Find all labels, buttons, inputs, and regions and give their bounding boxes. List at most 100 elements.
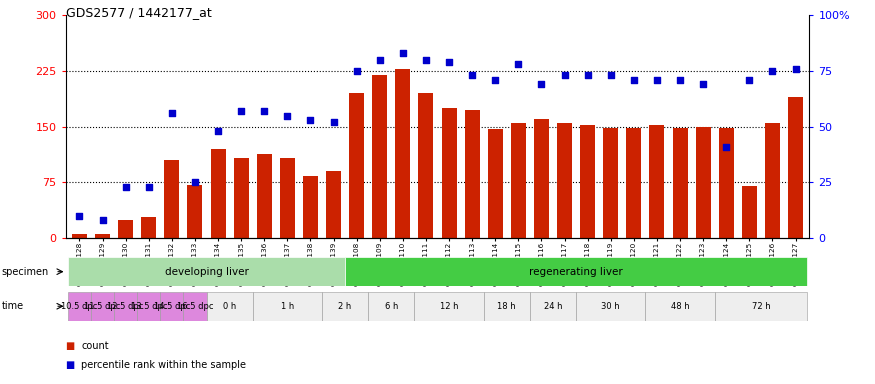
Bar <box>280 158 295 238</box>
Bar <box>530 292 576 321</box>
Bar <box>234 158 248 238</box>
Text: 72 h: 72 h <box>752 302 770 311</box>
Point <box>73 213 87 219</box>
Point <box>119 184 133 190</box>
Point <box>95 217 109 223</box>
Bar <box>718 128 734 238</box>
Bar <box>303 177 318 238</box>
Text: 13.5 dpc: 13.5 dpc <box>130 302 167 311</box>
Bar <box>626 128 641 238</box>
Bar <box>715 292 807 321</box>
Point <box>557 73 571 79</box>
Bar <box>345 257 807 286</box>
Text: time: time <box>2 301 24 311</box>
Text: 48 h: 48 h <box>671 302 690 311</box>
Bar <box>253 292 322 321</box>
Point <box>350 68 364 74</box>
Text: 6 h: 6 h <box>385 302 398 311</box>
Point <box>442 59 456 65</box>
Text: 1 h: 1 h <box>281 302 294 311</box>
Bar <box>91 292 114 321</box>
Bar <box>164 160 179 238</box>
Point <box>604 73 618 79</box>
Bar <box>184 292 206 321</box>
Text: GDS2577 / 1442177_at: GDS2577 / 1442177_at <box>66 6 212 19</box>
Bar <box>580 125 595 238</box>
Bar <box>349 93 364 238</box>
Bar <box>211 149 226 238</box>
Point <box>211 128 225 134</box>
Text: 24 h: 24 h <box>543 302 563 311</box>
Point <box>257 108 271 114</box>
Point <box>673 77 687 83</box>
Point <box>396 50 410 56</box>
Bar <box>696 127 710 238</box>
Bar <box>415 292 484 321</box>
Bar <box>95 234 110 238</box>
Bar <box>487 129 503 238</box>
Bar <box>322 292 368 321</box>
Bar <box>368 292 415 321</box>
Point <box>511 61 525 68</box>
Point <box>304 117 318 123</box>
Point <box>742 77 756 83</box>
Point <box>188 179 202 185</box>
Bar <box>484 292 530 321</box>
Bar <box>646 292 715 321</box>
Bar <box>372 75 388 238</box>
Point <box>788 66 802 72</box>
Text: percentile rank within the sample: percentile rank within the sample <box>81 360 247 370</box>
Bar <box>326 171 341 238</box>
Bar <box>396 69 410 238</box>
Bar <box>534 119 549 238</box>
Bar <box>141 217 157 238</box>
Text: ■: ■ <box>66 341 78 351</box>
Bar <box>72 234 87 238</box>
Bar <box>576 292 646 321</box>
Bar <box>187 185 202 238</box>
Bar <box>206 292 253 321</box>
Text: 12.5 dpc: 12.5 dpc <box>108 302 144 311</box>
Bar <box>160 292 184 321</box>
Bar <box>742 186 757 238</box>
Text: count: count <box>81 341 109 351</box>
Point <box>696 81 710 88</box>
Text: specimen: specimen <box>2 266 49 277</box>
Text: ■: ■ <box>66 360 78 370</box>
Point <box>719 144 733 150</box>
Point <box>419 57 433 63</box>
Bar <box>673 128 688 238</box>
Text: 2 h: 2 h <box>339 302 352 311</box>
Point <box>650 77 664 83</box>
Bar <box>788 97 803 238</box>
Point <box>766 68 780 74</box>
Text: 18 h: 18 h <box>498 302 516 311</box>
Text: 0 h: 0 h <box>223 302 236 311</box>
Bar <box>511 123 526 238</box>
Bar <box>765 123 780 238</box>
Point <box>234 108 248 114</box>
Point <box>626 77 640 83</box>
Text: 30 h: 30 h <box>601 302 620 311</box>
Text: developing liver: developing liver <box>164 266 248 277</box>
Bar <box>465 110 480 238</box>
Bar <box>649 125 664 238</box>
Point <box>164 110 178 116</box>
Text: regenerating liver: regenerating liver <box>529 266 623 277</box>
Point <box>280 113 294 119</box>
Bar <box>68 292 91 321</box>
Text: 10.5 dpc: 10.5 dpc <box>61 302 98 311</box>
Point <box>326 119 340 125</box>
Point <box>373 57 387 63</box>
Point <box>488 77 502 83</box>
Bar <box>118 220 133 238</box>
Point <box>581 73 595 79</box>
Bar <box>256 154 272 238</box>
Bar <box>114 292 137 321</box>
Text: 14.5 dpc: 14.5 dpc <box>154 302 190 311</box>
Text: 16.5 dpc: 16.5 dpc <box>177 302 214 311</box>
Bar <box>603 128 619 238</box>
Point <box>535 81 549 88</box>
Bar <box>418 93 433 238</box>
Bar <box>557 123 572 238</box>
